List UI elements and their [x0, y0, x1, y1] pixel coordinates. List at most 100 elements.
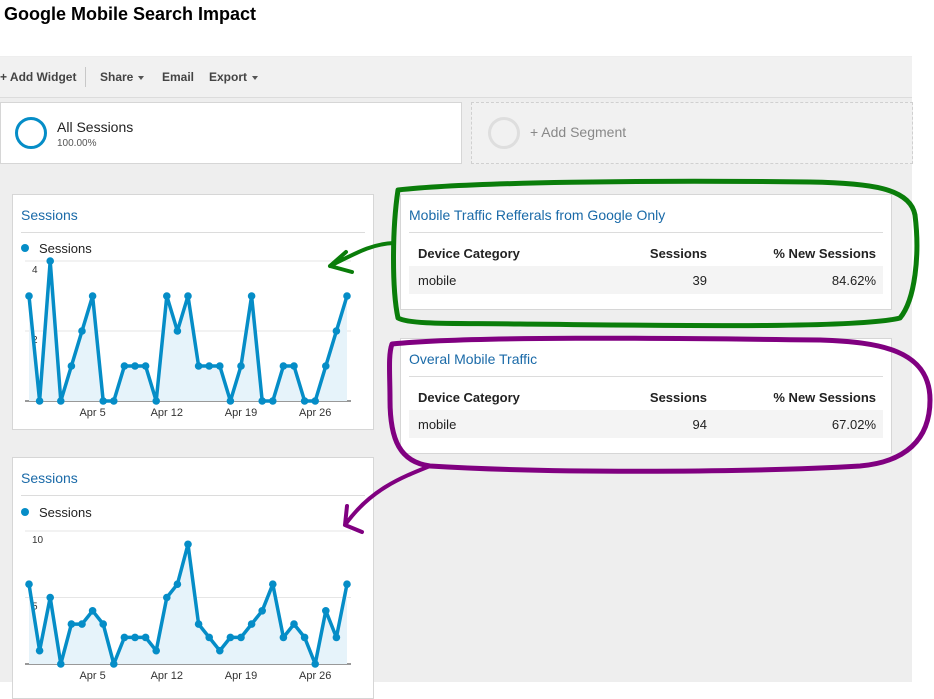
data-point: [67, 362, 76, 370]
data-point: [184, 292, 192, 300]
widget-title[interactable]: Mobile Traffic Refferals from Google Onl…: [409, 207, 666, 223]
cell-sessions: 94: [692, 417, 707, 432]
x-tick-label: Apr 12: [151, 407, 183, 419]
column-header-new-sessions[interactable]: % New Sessions: [773, 246, 876, 261]
x-tick-label: Apr 5: [79, 407, 105, 419]
data-point: [194, 620, 203, 628]
data-point: [57, 397, 65, 405]
data-point: [46, 257, 54, 265]
data-point: [152, 646, 160, 655]
data-table: Device Category Sessions % New Sessions …: [409, 246, 883, 296]
data-point: [247, 620, 256, 628]
add-segment-button[interactable]: + Add Segment: [471, 102, 913, 164]
data-point: [322, 362, 330, 370]
data-point: [173, 327, 182, 335]
export-button[interactable]: Export: [209, 70, 259, 84]
sessions-area: [29, 261, 347, 401]
data-point: [163, 292, 171, 300]
segment-all-sessions[interactable]: All Sessions 100.00%: [0, 102, 462, 164]
data-point: [78, 620, 86, 628]
cell-device: mobile: [418, 273, 457, 288]
x-tick-label: Apr 12: [151, 670, 183, 682]
chevron-down-icon: [138, 75, 145, 80]
sessions-chart-widget-2: Sessions Sessions 5 10 Apr 5 Apr 12 Apr 19 Ap…: [12, 457, 374, 699]
x-tick-label: Apr 19: [225, 670, 257, 682]
data-point: [173, 580, 182, 588]
sessions-chart-widget: Sessions Sessions 2 4 Apr 5 Apr 12 Apr 19 Apr…: [12, 194, 374, 430]
column-header-device-category[interactable]: Device Category: [418, 246, 520, 261]
data-point: [237, 633, 245, 642]
column-header-sessions[interactable]: Sessions: [649, 390, 707, 405]
page-title: Google Mobile Search Impact: [4, 4, 257, 24]
dashboard-toolbar: + Add Widget Share Email Export: [0, 57, 912, 98]
data-point: [88, 607, 97, 615]
data-point: [237, 362, 245, 370]
data-point: [279, 633, 288, 642]
data-point: [290, 620, 298, 628]
data-point: [110, 660, 118, 668]
data-point: [269, 580, 277, 588]
data-point: [216, 646, 224, 655]
table-row: mobile 39 84.62%: [409, 266, 883, 294]
data-point: [78, 327, 86, 335]
data-point: [57, 660, 65, 668]
add-segment-label: + Add Segment: [530, 124, 627, 140]
data-point: [25, 580, 33, 588]
data-point: [141, 633, 150, 642]
cell-sessions: 39: [692, 273, 707, 288]
data-point: [290, 362, 298, 370]
widget-title[interactable]: Sessions: [21, 207, 78, 223]
data-point: [110, 397, 118, 405]
widget-divider: [409, 232, 883, 233]
chevron-down-icon: [252, 75, 259, 80]
data-point: [35, 397, 44, 405]
data-point: [279, 362, 288, 370]
widget-title[interactable]: Overal Mobile Traffic: [409, 351, 538, 367]
x-tick-label: Apr 5: [79, 670, 105, 682]
data-point: [88, 292, 97, 300]
data-point: [226, 633, 235, 642]
segment-name: All Sessions: [57, 119, 134, 135]
email-button[interactable]: Email: [162, 70, 195, 84]
data-point: [67, 620, 76, 628]
data-point: [152, 397, 160, 405]
share-label: Share: [100, 70, 134, 84]
data-point: [194, 362, 203, 370]
data-point: [120, 362, 129, 370]
share-button[interactable]: Share: [100, 70, 145, 84]
x-tick-label: Apr 26: [299, 407, 331, 419]
widget-divider: [409, 376, 883, 377]
x-tick-label: Apr 26: [299, 670, 331, 682]
data-point: [99, 620, 107, 628]
data-point: [120, 633, 129, 642]
cell-new-sessions: 84.62%: [831, 273, 876, 288]
legend-dot-icon: [21, 508, 29, 516]
data-point: [258, 607, 266, 615]
y-tick-label: 10: [32, 535, 44, 546]
widget-divider: [21, 232, 365, 233]
column-header-device-category[interactable]: Device Category: [418, 390, 520, 405]
data-point: [343, 580, 351, 588]
segment-percent: 100.00%: [57, 138, 97, 149]
data-point: [226, 397, 235, 405]
column-header-sessions[interactable]: Sessions: [649, 246, 707, 261]
data-point: [322, 607, 330, 615]
sessions-area: [29, 544, 347, 664]
data-point: [46, 593, 54, 602]
column-header-new-sessions[interactable]: % New Sessions: [773, 390, 876, 405]
widget-title[interactable]: Sessions: [21, 470, 78, 486]
table-row: mobile 94 67.02%: [409, 410, 883, 438]
data-point: [258, 397, 266, 405]
data-point: [269, 397, 277, 405]
data-point: [311, 660, 320, 668]
data-point: [343, 292, 351, 300]
data-point: [311, 397, 320, 405]
data-point: [184, 540, 192, 549]
data-point: [131, 362, 139, 370]
widget-divider: [21, 495, 365, 496]
add-widget-button[interactable]: + Add Widget: [0, 70, 77, 84]
data-table: Device Category Sessions % New Sessions …: [409, 390, 883, 440]
segment-ring-icon: [15, 117, 47, 149]
x-tick-label: Apr 19: [225, 407, 257, 419]
